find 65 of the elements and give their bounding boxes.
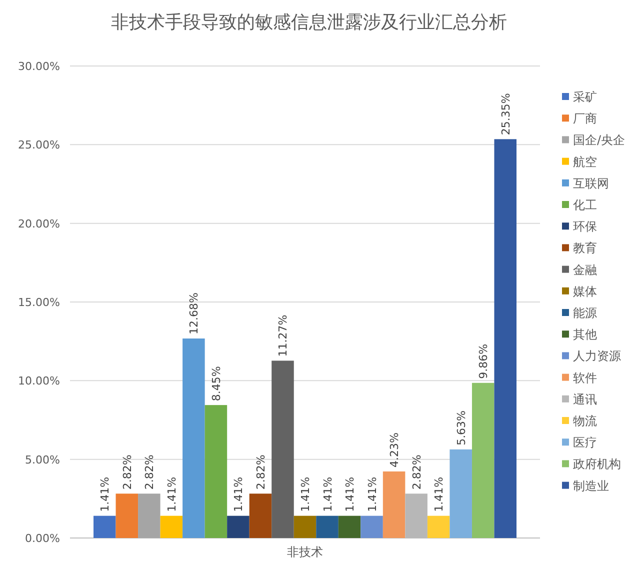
bar bbox=[450, 449, 472, 538]
data-label: 1.41% bbox=[165, 476, 178, 512]
data-label: 2.82% bbox=[410, 454, 424, 490]
legend-label: 互联网 bbox=[573, 176, 609, 190]
data-label: 1.41% bbox=[366, 476, 379, 512]
data-label: 1.41% bbox=[232, 476, 246, 512]
data-label: 9.86% bbox=[477, 344, 490, 379]
legend-label: 其他 bbox=[573, 328, 597, 342]
bar bbox=[427, 516, 450, 538]
y-tick-label: 25.00% bbox=[18, 138, 60, 152]
data-label: 2.82% bbox=[254, 454, 268, 490]
bar bbox=[472, 382, 494, 538]
legend-label: 医疗 bbox=[573, 436, 597, 450]
legend-label: 金融 bbox=[573, 262, 597, 277]
legend-label: 教育 bbox=[573, 241, 597, 256]
bar bbox=[316, 516, 338, 538]
bar bbox=[116, 494, 138, 538]
legend-label: 政府机构 bbox=[573, 457, 621, 472]
legend-label: 制造业 bbox=[573, 478, 609, 493]
data-label: 12.68% bbox=[188, 292, 201, 334]
y-tick-label: 0.00% bbox=[25, 532, 60, 545]
data-label: 2.82% bbox=[143, 454, 156, 490]
legend-label: 媒体 bbox=[573, 284, 597, 298]
legend-label: 化工 bbox=[573, 198, 597, 212]
bar bbox=[338, 516, 361, 538]
x-tick-label: 非技术 bbox=[287, 545, 323, 559]
legend-label: 国企/央企 bbox=[573, 133, 626, 148]
data-label: 25.35% bbox=[499, 93, 512, 136]
bar bbox=[382, 471, 406, 538]
data-label: 11.27% bbox=[276, 314, 290, 357]
y-tick-label: 15.00% bbox=[18, 296, 60, 309]
bar bbox=[94, 516, 116, 538]
legend-label: 能源 bbox=[573, 306, 597, 320]
legend-label: 航空 bbox=[573, 154, 597, 169]
y-tick-label: 30.00% bbox=[18, 60, 60, 73]
legend-label: 通讯 bbox=[573, 392, 597, 406]
data-label: 1.41% bbox=[321, 476, 334, 512]
data-label: 1.41% bbox=[98, 476, 112, 512]
y-tick-label: 5.00% bbox=[25, 453, 60, 466]
bar bbox=[182, 338, 205, 538]
data-label: 1.41% bbox=[432, 476, 446, 512]
legend-label: 软件 bbox=[573, 370, 597, 385]
y-tick-label: 20.00% bbox=[18, 217, 60, 230]
bar bbox=[204, 405, 228, 538]
data-label: 2.82% bbox=[120, 454, 134, 490]
bar bbox=[227, 516, 250, 538]
bar bbox=[294, 516, 316, 538]
legend-label: 环保 bbox=[573, 220, 597, 234]
legend-label: 人力资源 bbox=[573, 349, 621, 364]
data-label: 8.45% bbox=[210, 366, 223, 402]
legend-label: 物流 bbox=[573, 414, 597, 428]
data-label: 1.41% bbox=[344, 476, 357, 512]
data-label: 4.23% bbox=[388, 432, 402, 468]
bar bbox=[249, 494, 272, 538]
data-label: 5.63% bbox=[454, 410, 468, 446]
bar bbox=[138, 494, 160, 538]
bar bbox=[360, 516, 383, 538]
y-tick-label: 10.00% bbox=[18, 374, 60, 388]
chart-title: 非技术手段导致的敏感信息泄露涉及行业汇总分析 bbox=[111, 12, 507, 33]
bar bbox=[494, 139, 516, 538]
data-label: 1.41% bbox=[299, 476, 312, 512]
legend-label: 厂商 bbox=[573, 112, 597, 126]
legend-label: 采矿 bbox=[573, 90, 597, 104]
bar bbox=[272, 360, 294, 538]
bar bbox=[160, 516, 183, 538]
